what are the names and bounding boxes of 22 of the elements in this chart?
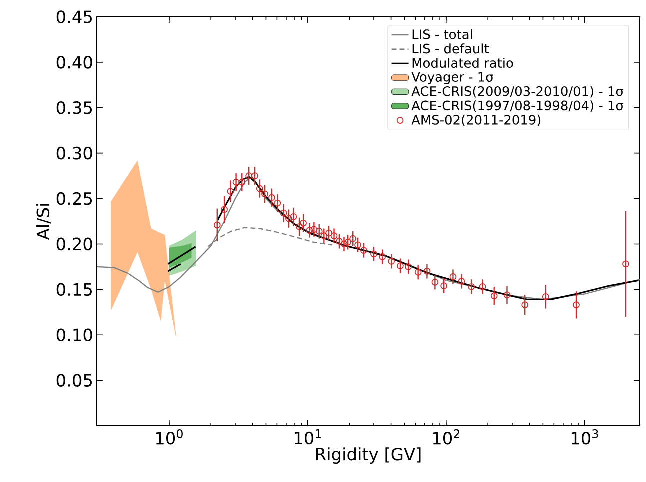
legend-label: ACE-CRIS(2009/03-2010/01) - 1σ	[412, 86, 624, 98]
x-tick-label: 10$^{1}$	[294, 430, 322, 445]
legend-label: AMS-02(2011-2019)	[412, 114, 541, 126]
y-tick-label: 0.15	[56, 283, 92, 296]
legend-label: LIS - total	[412, 29, 472, 40]
x-tick-label: 10$^{2}$	[433, 430, 460, 445]
x-tick-label: 10$^{0}$	[156, 430, 183, 445]
y-tick-label: 0.30	[56, 146, 92, 160]
legend-label: ACE-CRIS(1997/08-1998/04) - 1σ	[412, 100, 624, 112]
y-tick-label: 0.05	[56, 374, 92, 387]
y-tick-label: 0.20	[56, 238, 92, 251]
x-axis-title: Rigidity [GV]	[316, 448, 421, 464]
y-tick-label: 0.25	[56, 192, 92, 206]
y-tick-label: 0.10	[56, 328, 92, 342]
y-tick-label: 0.40	[56, 56, 92, 69]
y-axis-title: Al/Si	[36, 204, 51, 240]
y-tick-label: 0.35	[56, 101, 92, 114]
x-tick-label: 10$^{3}$	[572, 430, 598, 445]
y-tick-label: 0.45	[56, 10, 92, 24]
legend-label: LIS - default	[412, 44, 490, 54]
legend-label: Modulated ratio	[412, 58, 514, 68]
legend-label: Voyager - 1σ	[412, 72, 494, 84]
